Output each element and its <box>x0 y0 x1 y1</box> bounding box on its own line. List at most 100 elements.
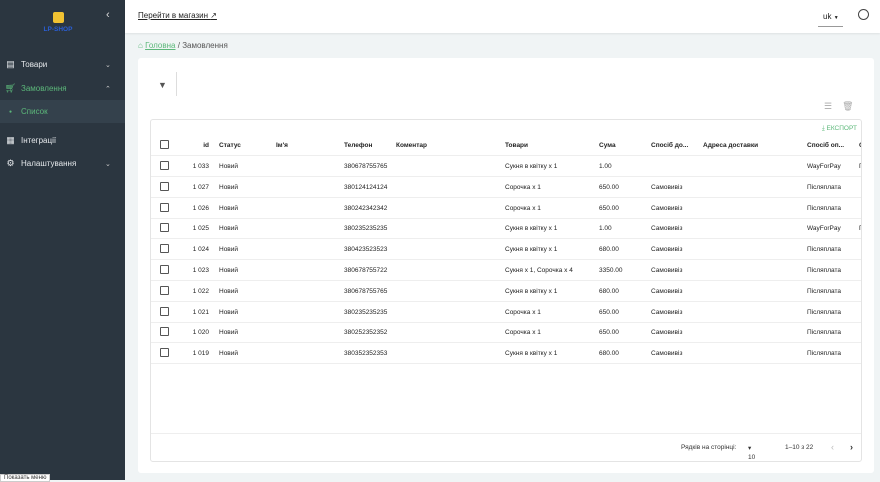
column-header[interactable]: id <box>203 142 209 149</box>
sidebar-item-settings[interactable]: ⚙ Налаштування ⌄ <box>0 152 125 175</box>
column-header[interactable]: Спосіб оп... <box>807 142 845 149</box>
external-link-icon: ↗ <box>210 11 217 20</box>
table-cell: Самовивіз <box>651 308 683 316</box>
collapse-sidebar-button[interactable]: ‹ <box>106 9 110 21</box>
table-cell: Самовивіз <box>651 183 683 191</box>
prev-page-button[interactable]: ‹ <box>831 442 834 452</box>
table-row[interactable]: 1 020 Новий 380252352352 Сорочка x 1 650.00 С… <box>151 322 861 344</box>
breadcrumb: ⌂ Головна / Замовлення <box>138 41 228 50</box>
table-cell: Післяплата <box>807 287 841 295</box>
table-cell: 680.00 <box>599 350 619 358</box>
sidebar-item-products[interactable]: ▤ Товари ⌄ <box>0 53 125 76</box>
chevron-down-icon: ⌄ <box>105 61 111 69</box>
column-header[interactable]: Спосіб до... <box>651 142 689 149</box>
widgets-icon: ▦ <box>6 135 15 145</box>
table-cell: 380678755765 <box>344 287 388 295</box>
table-cell: П <box>859 225 861 232</box>
table-cell: Новий <box>219 287 239 295</box>
delete-icon[interactable]: 🗑︎ <box>842 101 854 111</box>
table-cell: 380678755722 <box>344 267 388 274</box>
table-cell: Самовивіз <box>651 287 683 295</box>
table-cell: Післяплата <box>807 183 841 191</box>
table-cell: Новий <box>219 163 239 170</box>
row-checkbox[interactable] <box>160 223 169 233</box>
table-cell: 1 022 <box>192 287 209 295</box>
row-checkbox[interactable] <box>160 161 169 170</box>
breadcrumb-home[interactable]: Головна <box>145 41 176 50</box>
logo[interactable]: LP-SHOP <box>36 12 80 33</box>
table-cell: Післяплата <box>807 246 841 254</box>
column-header[interactable]: С <box>859 142 861 149</box>
column-header[interactable]: Ім'я <box>276 142 288 149</box>
row-checkbox[interactable] <box>160 285 169 295</box>
caret-down-icon: ▼ <box>833 15 839 21</box>
table-row[interactable]: 1 025 Новий 380235235235 Сукня в квітку x 1… <box>151 218 861 240</box>
table-cell: Післяплата <box>807 204 841 212</box>
table-cell: Післяплата <box>807 308 841 316</box>
table-cell: Новий <box>219 246 239 254</box>
table-cell: Новий <box>219 183 239 191</box>
table-row[interactable]: 1 024 Новий 380423523523 Сукня в квітку x 1… <box>151 239 861 261</box>
cart-icon: 🛒︎ <box>4 83 17 93</box>
table-cell: 1 020 <box>192 329 209 337</box>
column-header[interactable]: Статус <box>219 142 241 149</box>
table-row[interactable]: 1 023 Новий 380678755722 Сукня x 1, Сорочка… <box>151 260 861 281</box>
row-checkbox[interactable] <box>160 244 169 254</box>
table-cell: 650.00 <box>599 308 619 316</box>
table-cell: 380252352352 <box>344 329 388 337</box>
table-cell: 380678755765 <box>344 163 388 170</box>
row-checkbox[interactable] <box>160 202 169 212</box>
account-icon[interactable] <box>858 9 869 20</box>
table-cell: 650.00 <box>599 204 619 212</box>
table-cell: 1 024 <box>192 246 209 254</box>
table-cell: Післяплата <box>807 329 841 337</box>
table-row[interactable]: 1 033 Новий 380678755765 Сукня в квітку x 1… <box>151 156 861 177</box>
table-cell: 380423523523 <box>344 246 388 254</box>
column-header[interactable]: Адреса доставки <box>703 142 759 149</box>
column-header[interactable]: Коментар <box>396 142 427 149</box>
bag-icon <box>52 12 64 23</box>
chevron-down-icon: ⌄ <box>105 160 111 168</box>
row-checkbox[interactable] <box>160 140 169 149</box>
dot-icon: ● <box>8 108 13 115</box>
table-row[interactable]: 1 021 Новий 380235235235 Сорочка x 1 650.00 С… <box>151 302 861 323</box>
table-row[interactable]: 1 022 Новий 380678755765 Сукня в квітку x 1… <box>151 281 861 302</box>
rows-per-page-select[interactable]: 10 ▾ <box>748 445 756 461</box>
table-cell: Самовивіз <box>651 350 683 358</box>
table-cell: 1 023 <box>192 267 209 274</box>
row-checkbox[interactable] <box>160 306 169 316</box>
filter-icon[interactable]: ▼ <box>158 80 167 90</box>
table-row[interactable]: 1 019 Новий 380352352353 Сукня в квітку x 1… <box>151 343 861 365</box>
column-header[interactable]: Телефон <box>344 142 373 149</box>
table-cell: 380242342342 <box>344 204 388 212</box>
orders-table: ⤓ ЕКСПОРТ Рядків на сторінці: 10 ▾ 1–10 … <box>150 119 862 462</box>
go-to-shop-link[interactable]: Перейти в магазин ↗ <box>138 11 217 20</box>
table-cell: П <box>859 163 861 170</box>
table-cell: Сорочка x 1 <box>505 204 541 212</box>
export-button[interactable]: ⤓ ЕКСПОРТ <box>821 125 857 132</box>
table-cell: 1 033 <box>192 163 209 170</box>
table-cell: 380352352353 <box>344 350 388 358</box>
table-row[interactable]: 1 026 Новий 380242342342 Сорочка x 1 650.00 С… <box>151 198 861 219</box>
table-cell: 650.00 <box>599 183 619 191</box>
row-checkbox[interactable] <box>160 348 169 358</box>
table-cell: 380235235235 <box>344 308 388 316</box>
column-header[interactable]: Товари <box>505 142 529 149</box>
sidebar-item-integrations[interactable]: ▦ Інтеграції <box>0 129 125 152</box>
columns-icon[interactable]: ☰ <box>824 101 833 111</box>
row-checkbox[interactable] <box>160 327 169 337</box>
divider <box>176 72 177 96</box>
table-cell: Сорочка x 1 <box>505 183 541 191</box>
row-checkbox[interactable] <box>160 265 169 274</box>
table-cell: Новий <box>219 204 239 212</box>
top-bar: Перейти в магазин ↗ uk ▼ <box>125 0 880 33</box>
table-cell: 3350.00 <box>599 267 623 274</box>
table-row[interactable]: 1 027 Новий 380124124124 Сорочка x 1 650.00 С… <box>151 177 861 198</box>
table-cell: Післяплата <box>807 267 841 274</box>
column-header[interactable]: Сума <box>599 142 616 149</box>
sidebar-item-orders[interactable]: 🛒︎ Замовлення ⌃ <box>0 77 125 100</box>
row-checkbox[interactable] <box>160 181 169 191</box>
next-page-button[interactable]: › <box>850 442 853 452</box>
sidebar-item-list[interactable]: ● Список <box>0 100 125 123</box>
language-select[interactable]: uk ▼ <box>818 10 843 27</box>
